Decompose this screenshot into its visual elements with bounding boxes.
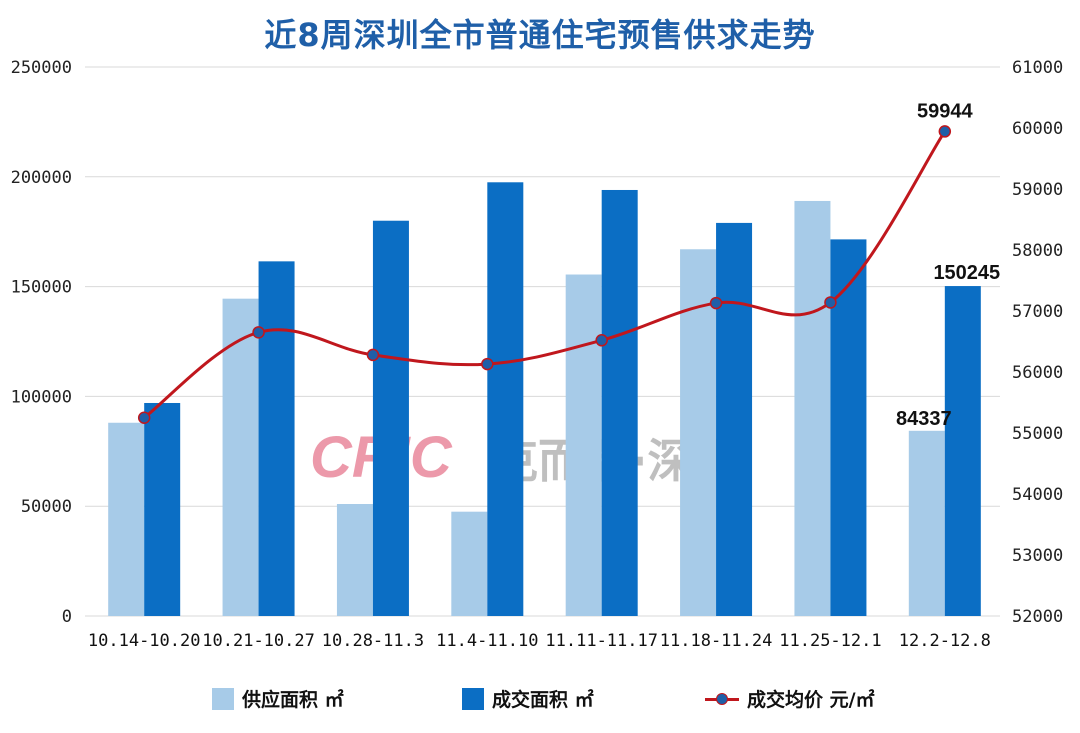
legend-supply[interactable]: 供应面积 ㎡ xyxy=(212,685,344,712)
legend-deal[interactable]: 成交面积 ㎡ xyxy=(462,685,594,712)
left-axis-ticks: 0 50000 100000 150000 200000 250000 xyxy=(11,58,72,627)
right-tick-label: 55000 xyxy=(1012,424,1063,444)
price-line xyxy=(137,125,952,424)
supply-bar xyxy=(794,200,831,616)
left-tick-label: 50000 xyxy=(21,497,72,517)
x-tick-label: 11.4-11.10 xyxy=(436,631,538,651)
right-tick-label: 57000 xyxy=(1012,302,1063,322)
price-point xyxy=(595,334,608,347)
data-label: 59944 xyxy=(917,100,973,122)
left-tick-label: 150000 xyxy=(11,278,72,298)
x-axis-ticks: 10.14-10.20 10.21-10.27 10.28-11.3 11.4-11.… xyxy=(88,631,991,651)
deal-bar xyxy=(944,286,981,616)
data-labels: 84337 150245 59944 xyxy=(896,100,1000,429)
right-axis-ticks: 52000 53000 54000 55000 56000 57000 58000 59000… xyxy=(1012,58,1063,627)
deal-bar xyxy=(144,402,181,616)
price-point xyxy=(709,296,723,310)
x-tick-label: 10.28-11.3 xyxy=(322,631,424,651)
x-tick-label: 11.18-11.24 xyxy=(660,631,773,651)
supply-bar xyxy=(451,511,488,616)
supply-bar xyxy=(222,298,259,616)
legend-supply-swatch xyxy=(212,687,234,710)
bars xyxy=(108,182,981,617)
right-tick-label: 59000 xyxy=(1012,180,1063,200)
legend-supply-label: 供应面积 ㎡ xyxy=(242,689,344,711)
x-tick-label: 10.14-10.20 xyxy=(88,631,201,651)
supply-bar xyxy=(336,504,373,616)
right-tick-label: 53000 xyxy=(1012,546,1063,566)
right-tick-label: 61000 xyxy=(1012,58,1063,78)
x-tick-label: 10.21-10.27 xyxy=(202,631,315,651)
supply-bar xyxy=(565,274,602,616)
price-point xyxy=(938,125,952,138)
legend: 供应面积 ㎡ 成交面积 ㎡ 成交均价 元/㎡ xyxy=(0,685,1080,715)
chart-title: 近8周深圳全市普通住宅预售供求走势 xyxy=(264,16,816,54)
left-tick-label: 250000 xyxy=(11,58,72,78)
legend-deal-swatch xyxy=(462,687,484,710)
price-point xyxy=(481,357,494,371)
price-point xyxy=(252,326,265,339)
deal-bar xyxy=(830,239,867,617)
left-tick-label: 100000 xyxy=(11,387,72,407)
right-tick-label: 58000 xyxy=(1012,241,1063,261)
legend-price[interactable]: 成交均价 元/㎡ xyxy=(705,685,875,712)
right-tick-label: 52000 xyxy=(1012,607,1063,627)
right-tick-label: 60000 xyxy=(1012,119,1063,139)
legend-deal-label: 成交面积 ㎡ xyxy=(492,689,594,711)
legend-price-swatch xyxy=(705,688,739,710)
deal-bar xyxy=(716,222,753,616)
data-label: 84337 xyxy=(896,408,952,430)
price-point xyxy=(137,411,151,424)
legend-price-label: 成交均价 元/㎡ xyxy=(747,689,875,711)
supply-bar xyxy=(908,430,945,616)
supply-bar xyxy=(108,422,145,616)
right-tick-label: 56000 xyxy=(1012,363,1063,383)
price-point xyxy=(366,348,380,362)
price-point xyxy=(824,296,837,309)
deal-bar xyxy=(372,220,409,616)
deal-bar xyxy=(258,261,295,616)
deal-bar xyxy=(601,189,638,616)
x-tick-label: 11.25-12.1 xyxy=(779,631,881,651)
left-tick-label: 200000 xyxy=(11,168,72,188)
left-tick-label: 0 xyxy=(62,607,72,627)
data-label: 150245 xyxy=(933,262,1000,284)
x-tick-label: 12.2-12.8 xyxy=(899,631,991,651)
x-tick-label: 11.11-11.17 xyxy=(545,631,658,651)
right-tick-label: 54000 xyxy=(1012,485,1063,505)
deal-bar xyxy=(487,182,524,617)
